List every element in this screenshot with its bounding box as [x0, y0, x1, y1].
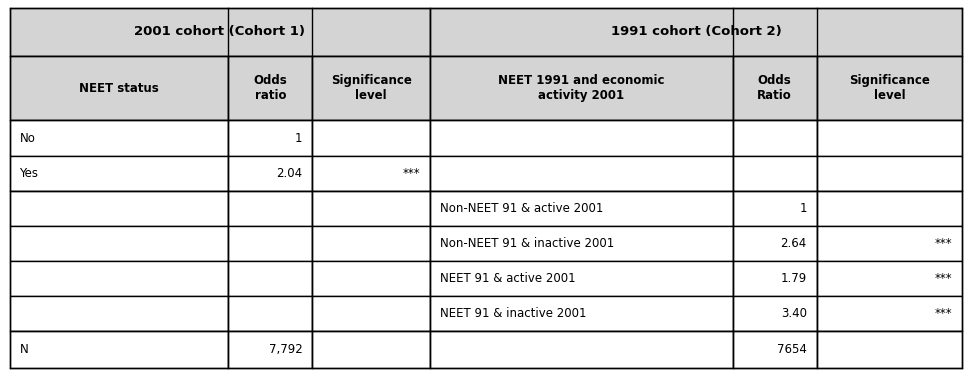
Bar — [10, 156, 228, 191]
Bar — [430, 226, 733, 261]
Bar — [10, 120, 228, 156]
Bar — [312, 332, 430, 368]
Bar — [228, 120, 312, 156]
Text: NEET status: NEET status — [79, 82, 158, 94]
Text: Significance
level: Significance level — [330, 74, 411, 102]
Text: NEET 91 & active 2001: NEET 91 & active 2001 — [439, 272, 575, 285]
Bar — [10, 332, 228, 368]
Text: 1991 cohort (Cohort 2): 1991 cohort (Cohort 2) — [610, 25, 781, 38]
Text: ***: *** — [402, 167, 420, 180]
Text: NEET 91 & inactive 2001: NEET 91 & inactive 2001 — [439, 307, 586, 320]
Text: 2.04: 2.04 — [276, 167, 302, 180]
Bar — [430, 332, 733, 368]
Text: 1: 1 — [799, 202, 807, 215]
Bar — [733, 56, 816, 120]
Bar — [10, 8, 430, 56]
Bar — [430, 191, 733, 226]
Bar — [312, 156, 430, 191]
Bar — [733, 191, 816, 226]
Text: 1.79: 1.79 — [781, 272, 807, 285]
Bar — [228, 56, 312, 120]
Text: 7654: 7654 — [777, 343, 807, 356]
Bar — [228, 332, 312, 368]
Bar — [816, 226, 962, 261]
Bar — [228, 156, 312, 191]
Bar — [312, 191, 430, 226]
Bar — [816, 156, 962, 191]
Text: Non-NEET 91 & inactive 2001: Non-NEET 91 & inactive 2001 — [439, 237, 614, 250]
Text: 7,792: 7,792 — [269, 343, 302, 356]
Text: 3.40: 3.40 — [781, 307, 807, 320]
Bar — [816, 56, 962, 120]
Text: Yes: Yes — [19, 167, 39, 180]
Bar — [228, 296, 312, 332]
Bar — [733, 332, 816, 368]
Bar — [228, 261, 312, 296]
Bar — [816, 261, 962, 296]
Bar — [10, 261, 228, 296]
Bar — [228, 226, 312, 261]
Bar — [430, 56, 733, 120]
Text: N: N — [19, 343, 28, 356]
Text: ***: *** — [935, 272, 953, 285]
Bar — [733, 296, 816, 332]
Bar — [733, 156, 816, 191]
Bar — [733, 261, 816, 296]
Text: No: No — [19, 132, 35, 144]
Bar — [228, 191, 312, 226]
Bar — [312, 261, 430, 296]
Text: Odds
ratio: Odds ratio — [254, 74, 287, 102]
Text: 2001 cohort (Cohort 1): 2001 cohort (Cohort 1) — [134, 25, 305, 38]
Bar — [430, 156, 733, 191]
Text: Odds
Ratio: Odds Ratio — [757, 74, 792, 102]
Bar — [10, 191, 228, 226]
Bar — [10, 226, 228, 261]
Text: NEET 1991 and economic
activity 2001: NEET 1991 and economic activity 2001 — [498, 74, 665, 102]
Bar — [733, 120, 816, 156]
Bar — [10, 56, 228, 120]
Bar — [312, 120, 430, 156]
Bar — [430, 296, 733, 332]
Bar — [10, 296, 228, 332]
Text: 1: 1 — [295, 132, 302, 144]
Bar — [312, 56, 430, 120]
Bar — [816, 191, 962, 226]
Text: 2.64: 2.64 — [781, 237, 807, 250]
Bar — [816, 120, 962, 156]
Bar — [430, 8, 962, 56]
Text: ***: *** — [935, 237, 953, 250]
Bar — [312, 296, 430, 332]
Bar — [816, 296, 962, 332]
Bar — [430, 261, 733, 296]
Text: Significance
level: Significance level — [849, 74, 930, 102]
Bar — [430, 120, 733, 156]
Bar — [816, 332, 962, 368]
Bar — [733, 226, 816, 261]
Text: Non-NEET 91 & active 2001: Non-NEET 91 & active 2001 — [439, 202, 603, 215]
Text: ***: *** — [935, 307, 953, 320]
Bar — [312, 226, 430, 261]
